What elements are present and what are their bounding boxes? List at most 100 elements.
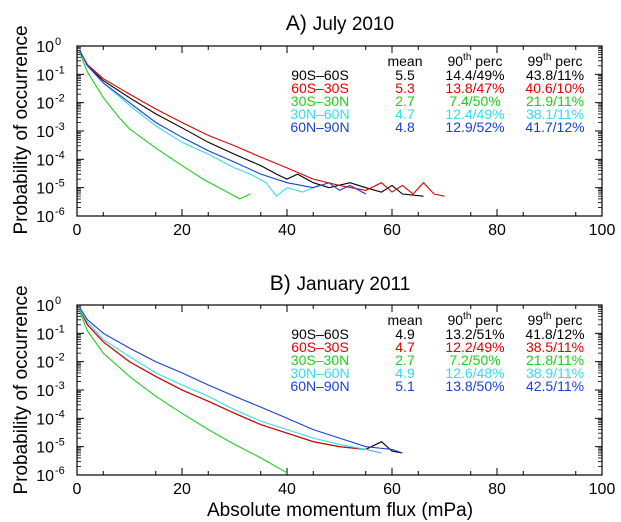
- y-tick-base: 10: [36, 181, 54, 198]
- table-header-p99-part: perc: [551, 312, 582, 328]
- y-tick-exponent: -5: [55, 437, 65, 449]
- y-tick-exponent: -1: [55, 323, 65, 335]
- y-tick-exponent: -2: [55, 352, 65, 364]
- table-header-p99: 99th perc: [527, 52, 582, 69]
- y-tick-label: 10: [36, 411, 54, 428]
- legend-label: 30N–60N: [290, 365, 349, 381]
- y-tick-label: 10: [36, 355, 54, 372]
- x-tick-label: 40: [278, 481, 296, 498]
- series-line-4: [79, 50, 319, 197]
- series-line-5: [79, 307, 403, 454]
- y-tick-exponent: -4: [55, 149, 65, 161]
- y-tick-label: 10: [36, 468, 54, 485]
- y-tick-base: 10: [36, 326, 54, 343]
- panel-title: A) July 2010: [286, 12, 394, 35]
- legend-label: 30N–60N: [290, 106, 349, 122]
- table-header-p90-part: perc: [471, 53, 502, 69]
- x-tick-label: 20: [173, 222, 191, 239]
- y-tick-exponent: -2: [55, 93, 65, 105]
- mean-value: 4.8: [395, 119, 415, 135]
- p99-value: 21.8/11%: [526, 352, 584, 368]
- y-tick-exponent: -4: [55, 408, 65, 420]
- table-header-p90-part: perc: [471, 312, 502, 328]
- x-tick-label: 40: [278, 222, 296, 239]
- mean-value: 4.9: [395, 365, 415, 381]
- table-header-p90-part: 90: [447, 312, 463, 328]
- x-tick-label: 60: [383, 222, 401, 239]
- p90-value: 13.8/47%: [445, 80, 504, 96]
- p90-value: 13.2/51%: [445, 326, 504, 342]
- series-line-3: [79, 311, 288, 474]
- y-tick-base: 10: [36, 39, 54, 56]
- x-tick-label: 60: [383, 481, 401, 498]
- panel-title: B) January 2011: [270, 272, 411, 295]
- y-tick-label: 10: [36, 124, 54, 141]
- legend-label: 30S–30N: [291, 352, 349, 368]
- panel-letter: B): [270, 272, 297, 295]
- y-tick-exponent: 0: [55, 295, 61, 307]
- p90-value: 12.6/48%: [445, 365, 504, 381]
- y-tick-label: 10: [36, 298, 54, 315]
- series-line-3: [79, 52, 251, 200]
- y-tick-exponent: -3: [55, 121, 65, 133]
- series-line-1: [79, 50, 424, 197]
- y-tick-exponent: -1: [55, 64, 65, 76]
- y-tick-base: 10: [36, 383, 54, 400]
- p99-value: 42.5/11%: [526, 378, 584, 394]
- y-tick-base: 10: [36, 355, 54, 372]
- series-line-5: [79, 50, 367, 195]
- mean-value: 4.9: [395, 326, 415, 342]
- x-tick-label: 80: [488, 222, 506, 239]
- y-tick-exponent: 0: [55, 36, 61, 48]
- y-tick-base: 10: [36, 298, 54, 315]
- p90-value: 12.2/49%: [445, 339, 504, 355]
- y-axis-label: Probability of occurrence: [11, 25, 32, 234]
- p99-value: 41.8/12%: [525, 326, 584, 342]
- legend-label: 90S–60S: [291, 326, 349, 342]
- y-tick-exponent: -5: [55, 178, 65, 190]
- mean-value: 5.5: [395, 67, 415, 83]
- p90-value: 13.8/50%: [445, 378, 504, 394]
- legend-label: 60S–30S: [291, 339, 349, 355]
- x-tick-label: 100: [589, 222, 616, 239]
- panel-letter: A): [286, 12, 313, 35]
- mean-value: 5.1: [395, 378, 415, 394]
- panel-title-text: January 2011: [297, 274, 411, 295]
- table-header-p99-part: 99: [527, 312, 543, 328]
- legend-label: 60N–90N: [290, 119, 349, 135]
- table-header-p90-part: th: [463, 52, 471, 63]
- table-header-p90: 90th perc: [447, 311, 502, 328]
- y-tick-label: 10: [36, 383, 54, 400]
- table-header-p99: 99th perc: [527, 311, 582, 328]
- y-tick-label: 10: [36, 209, 54, 226]
- p90-value: 12.4/49%: [445, 106, 504, 122]
- x-tick-label: 100: [589, 481, 616, 498]
- y-tick-label: 10: [36, 181, 54, 198]
- y-tick-exponent: -6: [55, 465, 65, 477]
- table-header-p99-part: 99: [527, 53, 543, 69]
- p99-value: 38.9/11%: [526, 365, 584, 381]
- y-tick-label: 10: [36, 67, 54, 84]
- mean-value: 4.7: [395, 106, 415, 122]
- table-header-mean: mean: [387, 53, 422, 69]
- mean-value: 5.3: [395, 80, 415, 96]
- y-tick-base: 10: [36, 152, 54, 169]
- x-tick-label: 20: [173, 481, 191, 498]
- y-tick-base: 10: [36, 468, 54, 485]
- x-axis-label: Absolute momentum flux (mPa): [207, 500, 473, 521]
- y-tick-label: 10: [36, 152, 54, 169]
- y-tick-exponent: -3: [55, 380, 65, 392]
- series-line-2: [79, 309, 382, 454]
- table-header-mean: mean: [387, 312, 422, 328]
- y-tick-base: 10: [36, 209, 54, 226]
- p99-value: 43.8/11%: [526, 67, 584, 83]
- y-tick-label: 10: [36, 326, 54, 343]
- y-axis-label-lower: Probability of occurrence: [11, 285, 32, 494]
- y-tick-label: 10: [36, 96, 54, 113]
- table-header-p99-part: perc: [551, 53, 582, 69]
- series-line-2: [79, 50, 445, 197]
- p99-value: 38.1/11%: [526, 106, 584, 122]
- p99-value: 38.5/11%: [526, 339, 584, 355]
